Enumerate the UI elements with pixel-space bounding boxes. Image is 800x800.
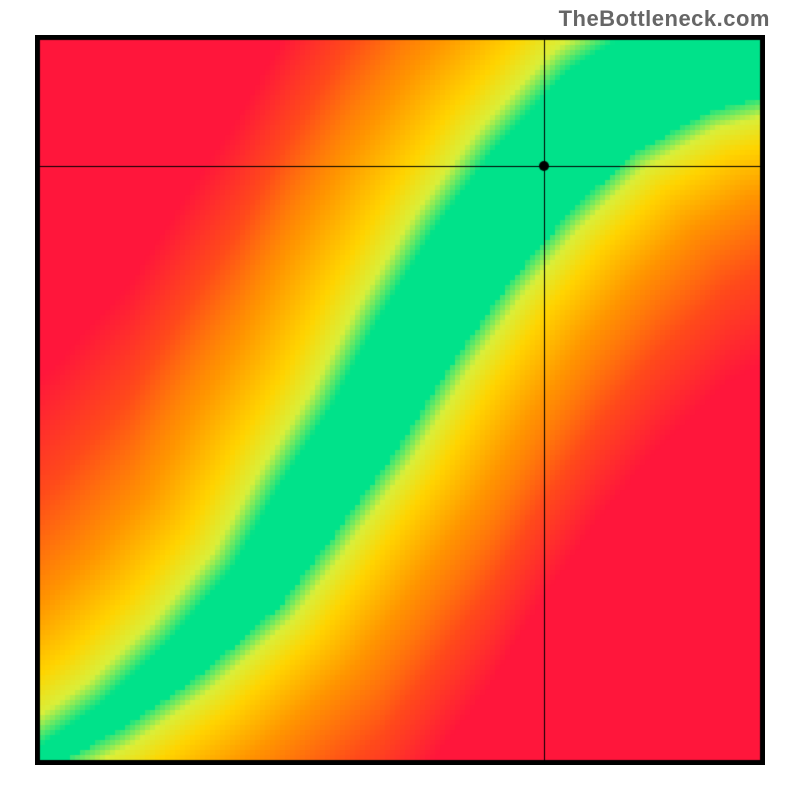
heatmap-plot: [35, 35, 765, 765]
watermark-text: TheBottleneck.com: [559, 6, 770, 32]
heatmap-canvas: [35, 35, 765, 765]
chart-container: TheBottleneck.com: [0, 0, 800, 800]
